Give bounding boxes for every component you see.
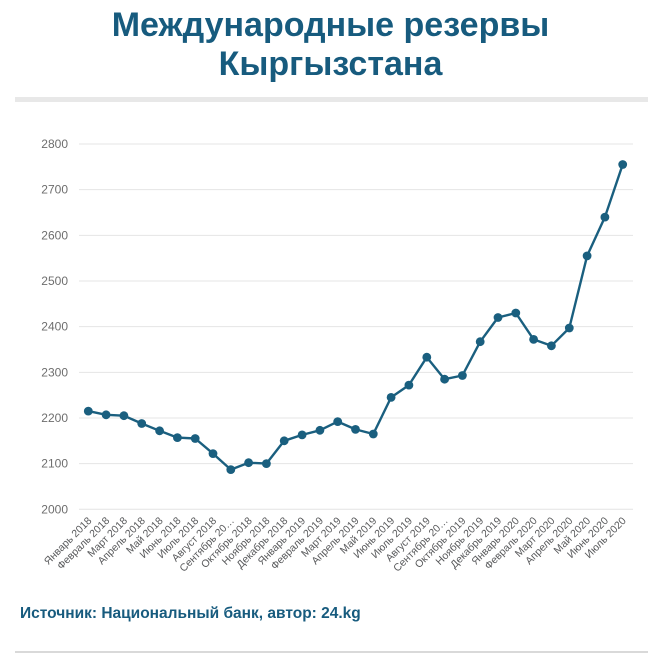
data-point bbox=[297, 430, 307, 440]
data-point bbox=[244, 458, 254, 468]
data-point bbox=[190, 434, 200, 443]
data-point bbox=[137, 419, 147, 428]
y-axis-tick-label: 2700 bbox=[41, 183, 68, 197]
data-point bbox=[208, 449, 218, 458]
data-point bbox=[618, 160, 628, 169]
data-point bbox=[155, 426, 165, 436]
line-chart: 200021002200230024002500260027002800Янва… bbox=[41, 137, 633, 574]
y-axis-tick-label: 2500 bbox=[41, 274, 68, 288]
data-point bbox=[262, 459, 271, 468]
y-axis-tick-label: 2000 bbox=[41, 502, 68, 516]
data-point bbox=[600, 212, 610, 222]
page-title: Международные резервы Кыргызстана bbox=[0, 6, 661, 84]
y-axis-tick-label: 2800 bbox=[41, 137, 68, 151]
data-point bbox=[333, 417, 343, 426]
source-caption: Источник: Национальный банк, автор: 24.k… bbox=[20, 605, 361, 622]
y-axis-tick-label: 2300 bbox=[41, 365, 68, 379]
data-point bbox=[404, 380, 414, 390]
data-point bbox=[529, 335, 538, 344]
data-point bbox=[315, 425, 325, 435]
data-point bbox=[458, 371, 467, 380]
data-point bbox=[440, 374, 449, 384]
data-point bbox=[582, 251, 592, 261]
y-axis-tick-label: 2600 bbox=[41, 228, 68, 242]
bottom-divider bbox=[15, 651, 648, 653]
data-point bbox=[101, 410, 111, 420]
y-axis-tick-label: 2200 bbox=[41, 411, 68, 425]
data-point bbox=[511, 308, 521, 318]
y-axis-tick-label: 2100 bbox=[41, 457, 68, 471]
data-point bbox=[119, 411, 129, 421]
page-title-line-2: Кыргызстана bbox=[218, 45, 443, 83]
data-point bbox=[475, 337, 485, 347]
data-point bbox=[564, 323, 574, 333]
reserves-series-line bbox=[87, 163, 624, 471]
data-point bbox=[493, 313, 503, 322]
data-point bbox=[386, 393, 396, 402]
data-point bbox=[547, 341, 556, 351]
data-point bbox=[279, 436, 289, 446]
data-point bbox=[351, 425, 360, 434]
title-divider bbox=[15, 97, 648, 102]
data-point bbox=[83, 406, 93, 416]
page-title-line-1: Международные резервы bbox=[111, 6, 550, 44]
data-point bbox=[173, 433, 182, 442]
y-axis-tick-label: 2400 bbox=[41, 320, 68, 334]
data-point bbox=[226, 465, 236, 474]
data-point bbox=[368, 429, 378, 439]
data-point bbox=[422, 352, 432, 362]
